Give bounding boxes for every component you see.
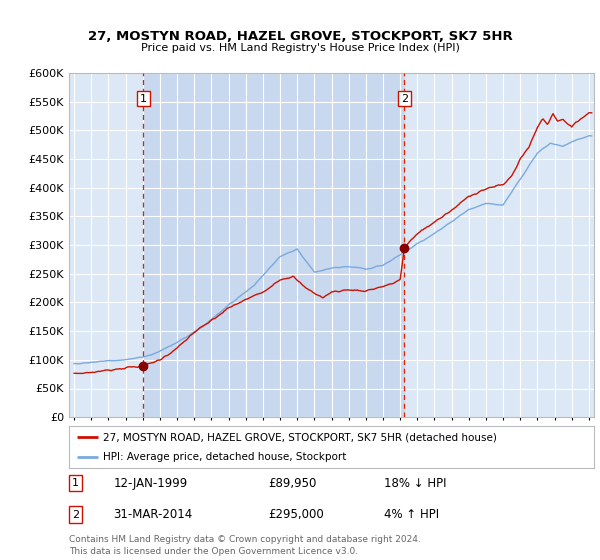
Text: 4% ↑ HPI: 4% ↑ HPI [384, 508, 439, 521]
Text: 27, MOSTYN ROAD, HAZEL GROVE, STOCKPORT, SK7 5HR: 27, MOSTYN ROAD, HAZEL GROVE, STOCKPORT,… [88, 30, 512, 43]
Text: 1: 1 [72, 478, 79, 488]
Text: Price paid vs. HM Land Registry's House Price Index (HPI): Price paid vs. HM Land Registry's House … [140, 43, 460, 53]
Text: Contains HM Land Registry data © Crown copyright and database right 2024.
This d: Contains HM Land Registry data © Crown c… [69, 535, 421, 556]
Text: HPI: Average price, detached house, Stockport: HPI: Average price, detached house, Stoc… [103, 452, 347, 462]
Text: 1: 1 [140, 94, 147, 104]
Text: 27, MOSTYN ROAD, HAZEL GROVE, STOCKPORT, SK7 5HR (detached house): 27, MOSTYN ROAD, HAZEL GROVE, STOCKPORT,… [103, 432, 497, 442]
Text: 12-JAN-1999: 12-JAN-1999 [113, 477, 188, 490]
Text: 18% ↓ HPI: 18% ↓ HPI [384, 477, 446, 490]
Bar [143, 73, 404, 417]
Text: £295,000: £295,000 [269, 508, 324, 521]
Text: 2: 2 [72, 510, 79, 520]
Text: 2: 2 [401, 94, 408, 104]
Text: 31-MAR-2014: 31-MAR-2014 [113, 508, 193, 521]
Text: £89,950: £89,950 [269, 477, 317, 490]
